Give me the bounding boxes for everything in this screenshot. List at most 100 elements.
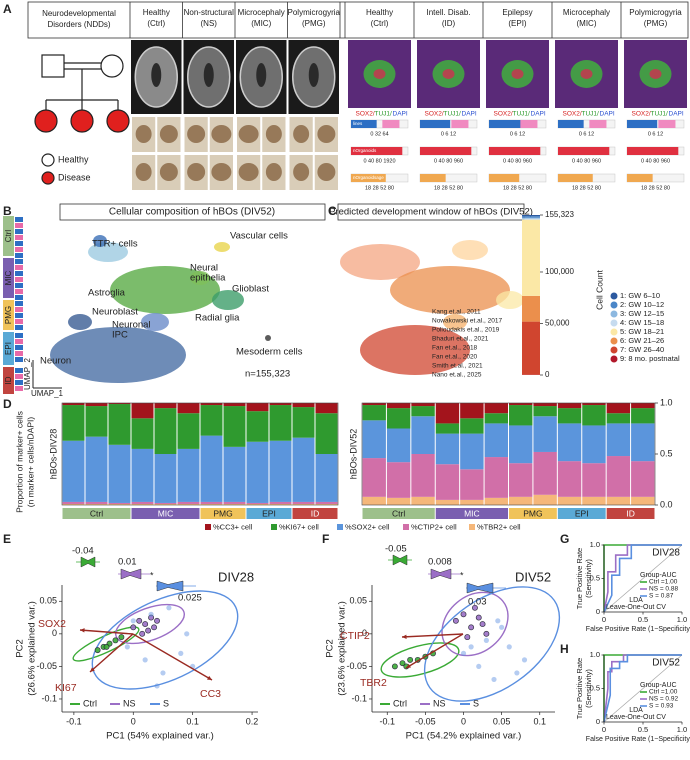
- sample-point: [499, 624, 505, 630]
- rosette-core: [511, 69, 524, 79]
- column-header: Polymicrogyria: [629, 8, 682, 17]
- mini-axis: 0 40 80 960: [434, 158, 463, 164]
- box-label: -0.05: [385, 544, 407, 555]
- legend-swatch: [610, 301, 618, 309]
- cluster-label: TTR+ cells: [92, 239, 138, 250]
- bar-segment: [131, 448, 154, 502]
- bar-segment: [246, 503, 269, 505]
- bar-segment: [484, 497, 508, 505]
- citation: Bhaduri et.al., 2021: [432, 336, 489, 343]
- box-shape: [430, 568, 452, 580]
- citation: Nowakowski et.al., 2017: [432, 318, 502, 325]
- organoid: [159, 125, 178, 143]
- group-strip: [3, 300, 14, 330]
- sample-point: [475, 614, 482, 621]
- citation: Smith et.al., 2021: [432, 363, 483, 370]
- mini-axis: 18 28 52 80: [641, 185, 670, 191]
- panel-letter: F: [322, 532, 329, 546]
- stain-label: SOX2/: [494, 111, 513, 118]
- citation: Nano et.al., 2025: [432, 372, 482, 379]
- bar-segment: [131, 403, 154, 419]
- umap-cluster: [93, 235, 107, 247]
- bar-segment: [435, 464, 460, 500]
- organoid: [211, 125, 232, 143]
- annotation: LDA: [629, 707, 643, 714]
- auc-label: NS = 0.88: [649, 586, 678, 593]
- bar-segment: [533, 494, 557, 505]
- pedigree-child: [70, 109, 94, 133]
- bar-segment: [223, 501, 246, 504]
- mini-axis: 0 6 12: [579, 131, 594, 137]
- legend-label: %CC3+ cell: [213, 522, 253, 531]
- y-tick-label: 0: [362, 628, 367, 638]
- bar-segment: [533, 451, 557, 495]
- cluster-label: Mesoderm cells: [236, 347, 303, 358]
- bar-segment: [509, 403, 533, 406]
- sample-point: [184, 631, 190, 637]
- sample-chip: [15, 289, 23, 294]
- chart-label: hBOs-DIV28: [48, 429, 58, 480]
- legend-label: %SOX2+ cell: [345, 522, 390, 531]
- confidence-ellipse: [380, 642, 460, 678]
- stain-label: SOX2/: [356, 111, 375, 118]
- x-tick-label: 0: [131, 716, 136, 726]
- group-bar: [200, 508, 246, 519]
- bar-segment: [223, 503, 246, 505]
- y-tick-label: -0.05: [346, 661, 367, 671]
- bar-segment: [315, 413, 338, 454]
- stain-label: SOX2/: [632, 111, 651, 118]
- bar-segment: [606, 496, 631, 505]
- box-label: 0.025: [178, 593, 202, 604]
- axis-label: UMAP_1: [31, 389, 64, 398]
- legend-label: NS: [433, 698, 446, 708]
- box-label: -0.04: [72, 546, 94, 557]
- y-tick-label: 0.0: [660, 499, 673, 509]
- stain-label: TUJ1/: [444, 111, 462, 118]
- bar-segment: [557, 408, 582, 424]
- bar-segment: [582, 463, 606, 497]
- bar-segment: [108, 444, 131, 503]
- group-label: PMG: [523, 508, 542, 518]
- bar-segment: [533, 403, 557, 407]
- column-header: (EPI): [508, 19, 527, 28]
- umap-cluster: [68, 314, 92, 330]
- bar-segment: [386, 428, 411, 463]
- bar-segment: [533, 416, 557, 452]
- sample-point: [178, 650, 184, 656]
- bar-segment: [522, 321, 540, 375]
- group-label: MIC: [4, 270, 13, 285]
- sample-point: [468, 624, 475, 631]
- box-shape: [80, 556, 96, 568]
- bar-segment: [411, 454, 435, 497]
- bar-segment: [223, 403, 246, 407]
- axis-label: PC1 (54% explained var.): [106, 731, 214, 742]
- bar-segment: [362, 496, 386, 505]
- sample-point: [491, 676, 497, 683]
- cluster-label: IPC: [112, 330, 128, 341]
- legend-label: %TBR2+ cell: [477, 522, 521, 531]
- sample-point: [94, 647, 101, 654]
- sample-point: [483, 630, 490, 637]
- group-label: EPI: [262, 508, 276, 518]
- sample-point: [142, 621, 149, 628]
- citation: Fan et.al., 2018: [432, 345, 478, 352]
- mini-bar-fill: [627, 174, 653, 182]
- bar-segment: [200, 501, 223, 504]
- y-tick-label: 50,000: [545, 319, 570, 328]
- organoid: [238, 125, 259, 143]
- rosette-core: [649, 69, 662, 79]
- legend-label: Ctrl: [393, 698, 407, 708]
- bar-segment: [435, 423, 460, 434]
- sample-point: [145, 627, 152, 634]
- annotation: Group-AUC: [640, 682, 677, 689]
- bar-segment: [411, 403, 435, 407]
- sample-chip: [15, 259, 23, 264]
- group-bar: [362, 508, 435, 519]
- legend-label: 9: 8 mo. postnatal: [620, 354, 680, 363]
- sample-chip: [15, 271, 23, 276]
- umap-cluster: [360, 325, 470, 375]
- y-tick-label: 1.0: [660, 397, 673, 407]
- bar-segment: [200, 403, 223, 406]
- sample-chip: [15, 319, 23, 324]
- sample-point: [151, 624, 158, 631]
